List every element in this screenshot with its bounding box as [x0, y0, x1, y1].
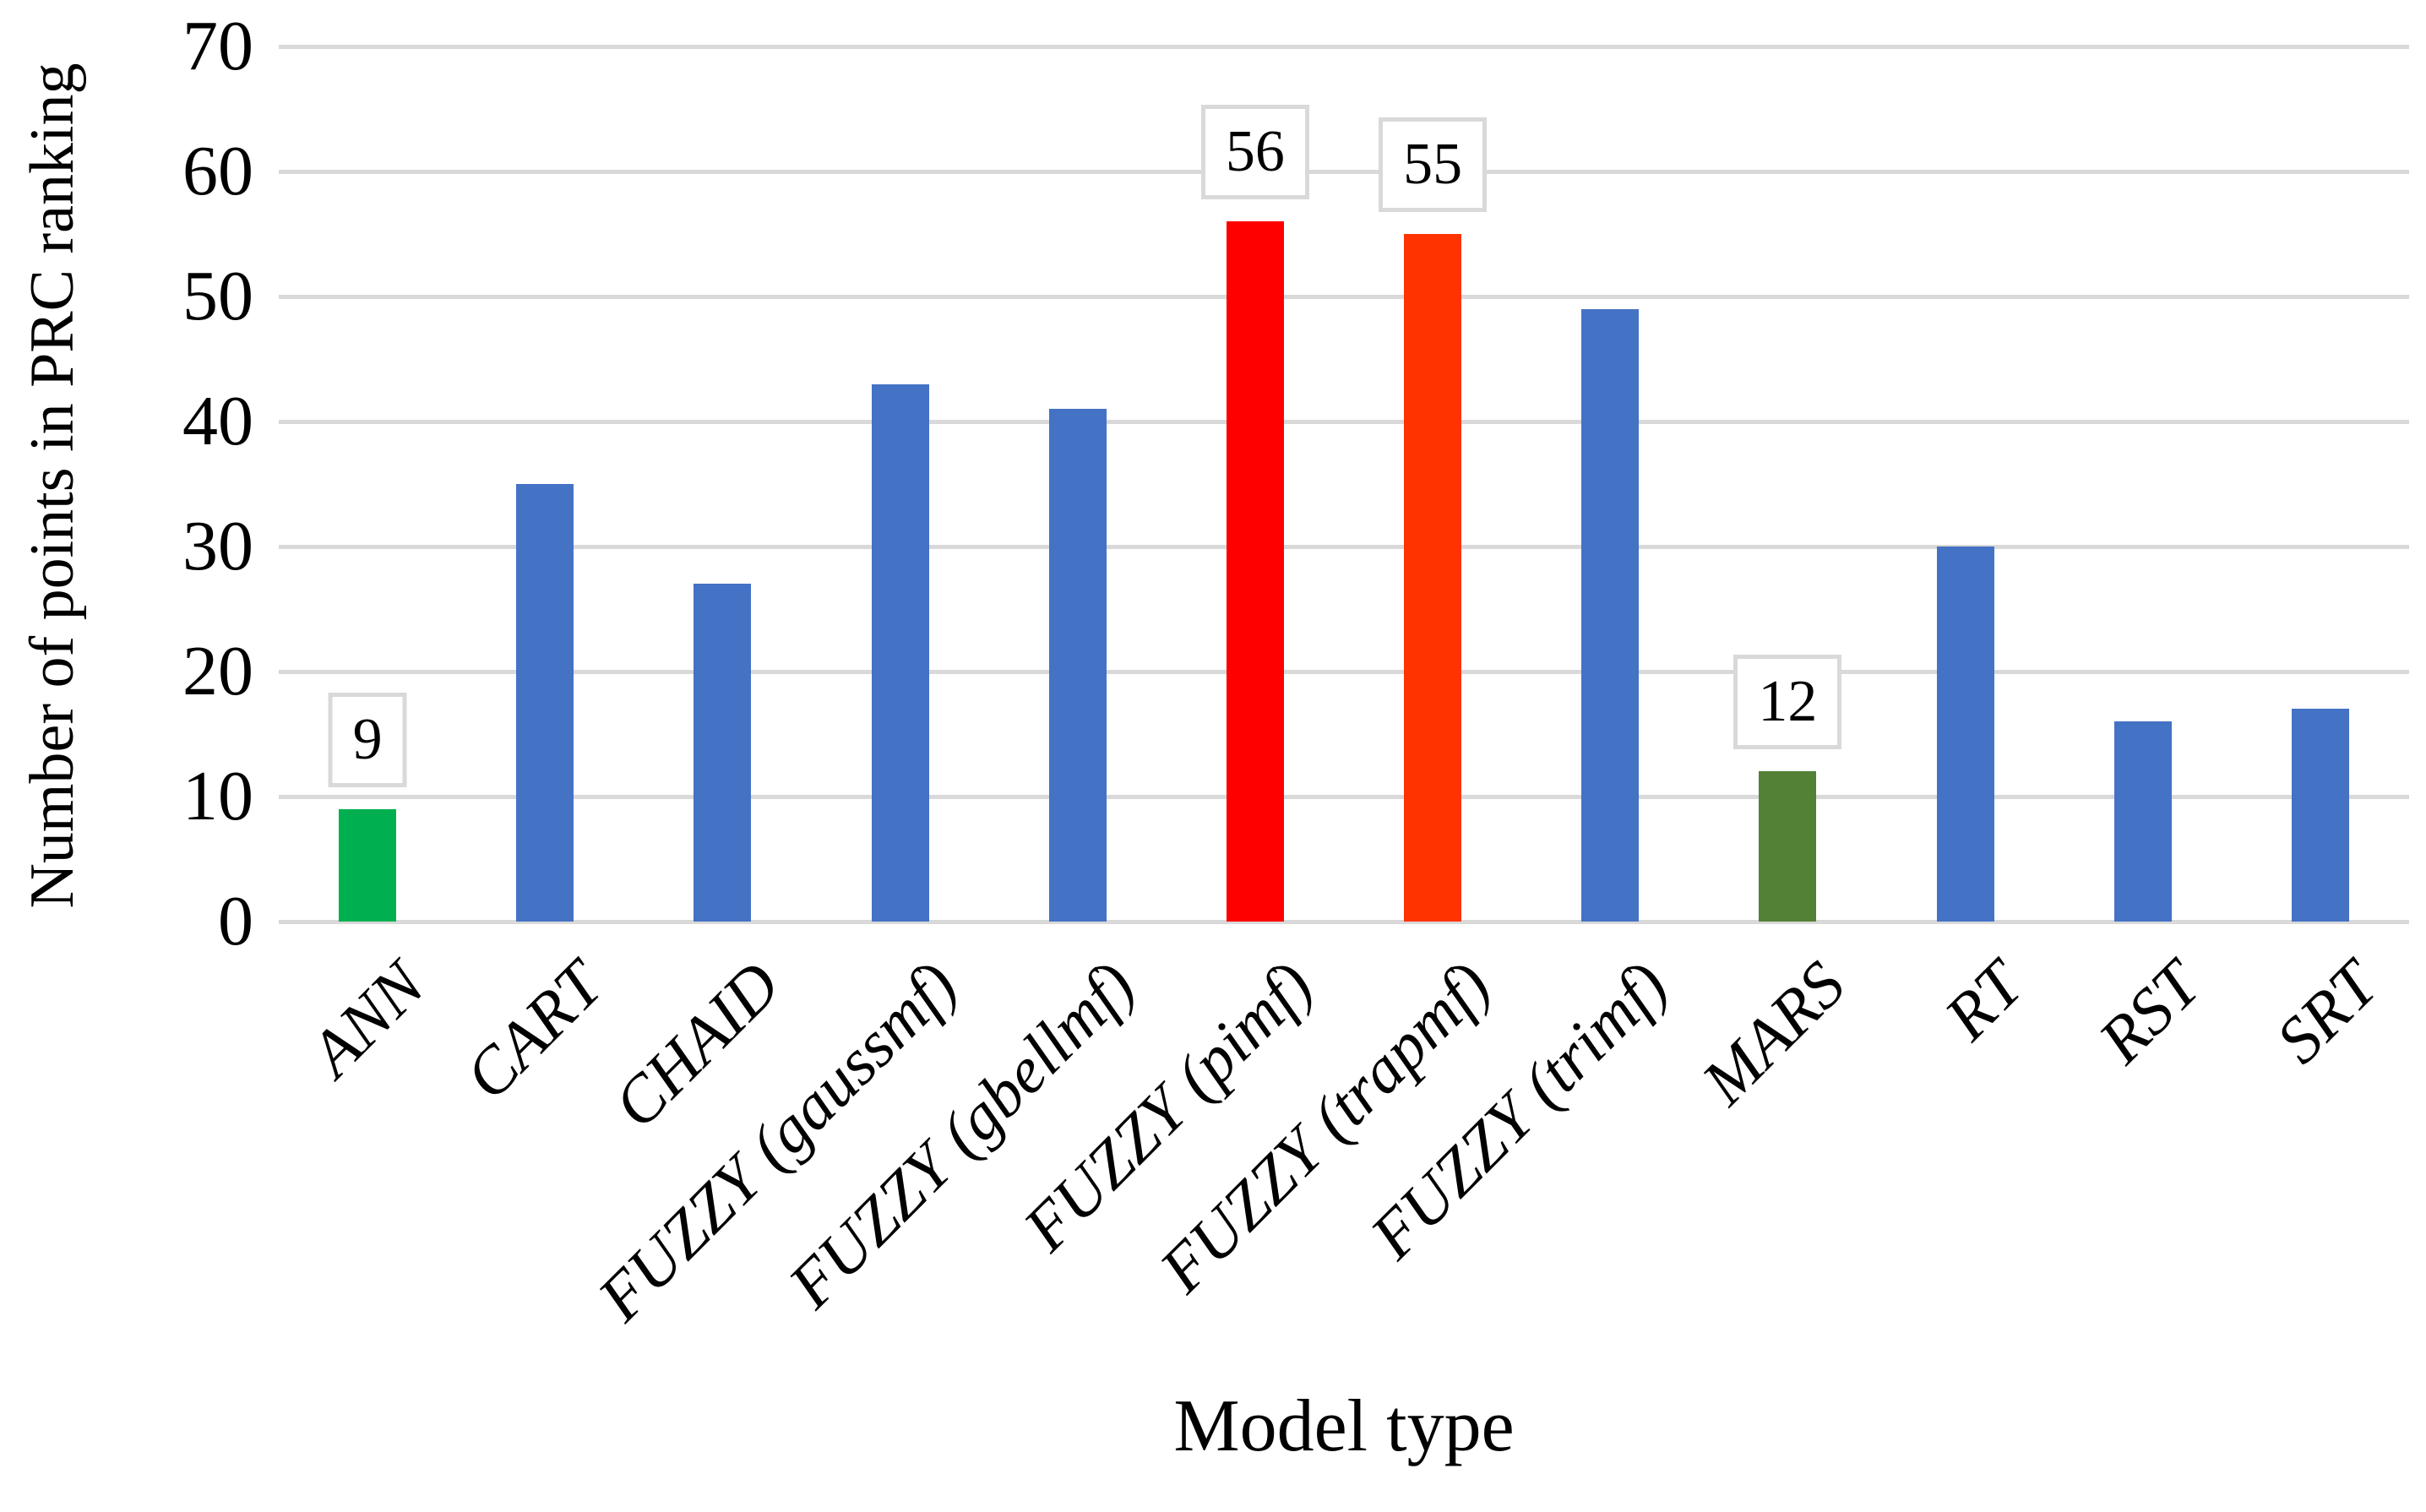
y-tick-label: 40	[182, 382, 253, 460]
x-axis-title: Model type	[1173, 1385, 1515, 1467]
gridline	[279, 545, 2409, 549]
bar-ANN	[339, 808, 397, 922]
y-tick-label: 0	[218, 882, 253, 960]
x-tick-label: MARS	[1687, 947, 1859, 1118]
y-tick-label: 10	[182, 757, 253, 835]
gridline	[279, 420, 2409, 424]
data-label-MARS: 12	[1733, 655, 1842, 750]
x-tick-label: CART	[449, 947, 617, 1113]
data-label-FUZZY (trapmf): 55	[1379, 117, 1488, 212]
gridline	[279, 795, 2409, 799]
bar-FUZZY (gbellmf)	[1048, 409, 1107, 922]
data-label-ANN: 9	[328, 692, 407, 787]
gridline	[279, 45, 2409, 49]
x-tick-label: RST	[2084, 947, 2214, 1077]
gridline	[279, 295, 2409, 299]
bar-FUZZY (gaussmf)	[871, 383, 929, 922]
gridline	[279, 170, 2409, 174]
bar-SRT	[2291, 709, 2349, 922]
x-tick-label: RT	[1929, 947, 2037, 1054]
bar-CART	[516, 484, 574, 922]
x-tick-label: SRT	[2261, 947, 2391, 1077]
y-tick-label: 70	[182, 7, 253, 85]
y-tick-label: 20	[182, 632, 253, 710]
bar-RST	[2113, 721, 2172, 922]
bar-FUZZY (trapmf)	[1404, 234, 1462, 922]
gridline	[279, 920, 2409, 924]
bar-CHAID	[694, 584, 752, 922]
y-tick-label: 60	[182, 132, 253, 210]
y-tick-label: 30	[182, 507, 253, 585]
x-tick-label: ANN	[296, 947, 439, 1090]
bar-RT	[1936, 547, 1994, 922]
gridline	[279, 670, 2409, 674]
data-label-FUZZY (pimf): 56	[1200, 105, 1309, 200]
bar-FUZZY (pimf)	[1226, 221, 1284, 922]
bar-FUZZY (trimf)	[1581, 308, 1640, 922]
bar-MARS	[1759, 771, 1817, 922]
y-tick-label: 50	[182, 257, 253, 335]
